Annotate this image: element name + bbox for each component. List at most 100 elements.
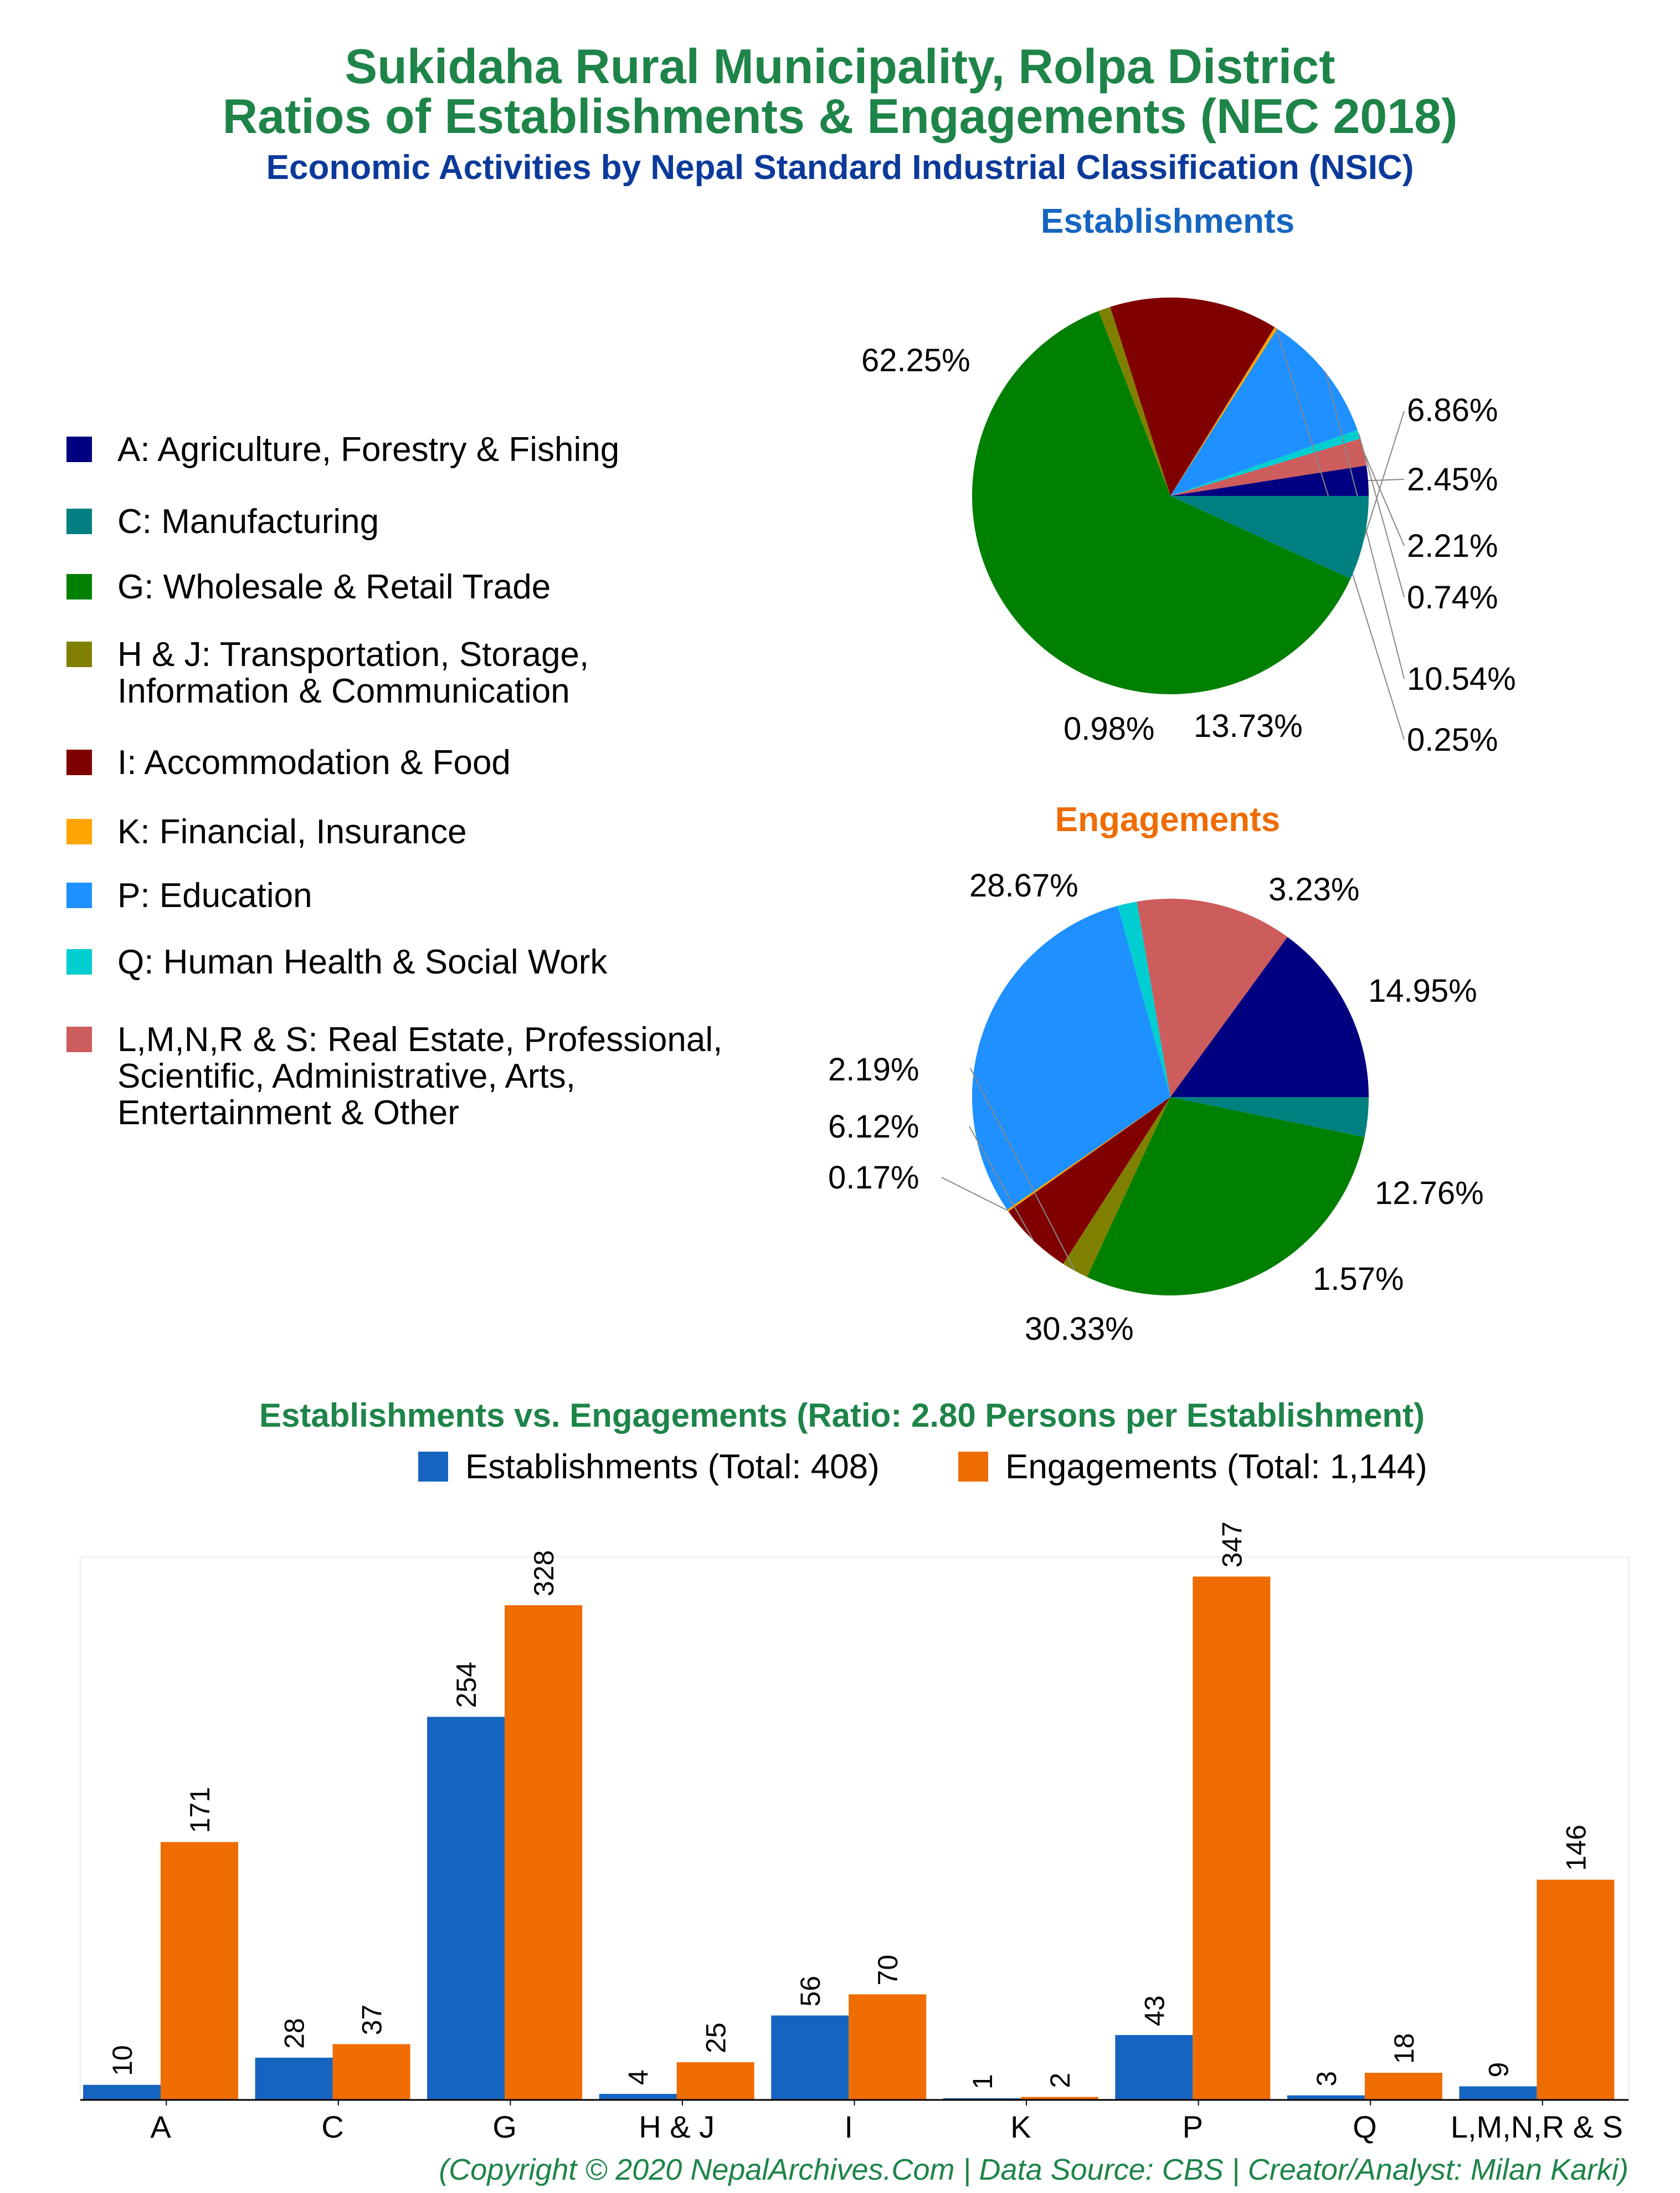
x-tick-label: P (1183, 2109, 1203, 2144)
bar-value-label: 25 (701, 2022, 732, 2053)
bar-engagements (1364, 2073, 1442, 2100)
establishments-pie: Establishments 2.45% 2.21% 0.74% 10.54% 0.25%… (861, 202, 1516, 758)
pie-slice (1170, 937, 1369, 1097)
legend-item-label: A: Agriculture, Forestry & Fishing (117, 431, 619, 469)
legend-swatch-engagements (958, 1452, 988, 1482)
bar-establishments (1459, 2086, 1537, 2100)
pie-slice (1170, 465, 1369, 496)
pie-slice (1137, 899, 1288, 1097)
pie-slice (1008, 1097, 1170, 1264)
pie-percent-label: 3.23% (1268, 872, 1359, 908)
pie-slice (1170, 1097, 1369, 1138)
pie-percent-label: 62.25% (861, 342, 970, 378)
legend-item-label: I: Accommodation & Food (117, 744, 511, 782)
bar-value-label: 328 (528, 1550, 559, 1596)
chart-title-line1: Sukidaha Rural Municipality, Rolpa Distr… (345, 39, 1335, 94)
bar-value-label: 4 (623, 2069, 654, 2085)
x-tick-label: Q (1353, 2109, 1377, 2144)
x-tick-label: H & J (639, 2109, 715, 2144)
pie-percent-label: 12.76% (1375, 1175, 1484, 1211)
bar-value-label: 70 (872, 1955, 903, 1986)
pie-percent-label: 13.73% (1194, 708, 1303, 744)
legend-swatch (66, 574, 92, 600)
pie-slice (1170, 329, 1358, 496)
legend-item-label: K: Financial, Insurance (117, 813, 467, 851)
engagements-pie: Engagements 14.95% 12.76% 1.57% 30.33% 0.17% 6… (828, 801, 1484, 1347)
legend-swatch (66, 437, 92, 462)
legend-swatch (66, 750, 92, 775)
legend-swatch (66, 883, 92, 908)
bar-value-label: 28 (279, 2018, 310, 2049)
bar-establishments (771, 2015, 849, 2100)
pie-slice (1170, 496, 1369, 579)
pie-percent-label: 0.17% (828, 1160, 919, 1196)
copyright-footer: (Copyright © 2020 NepalArchives.Com | Da… (439, 2153, 1628, 2186)
bar-value-label: 146 (1560, 1825, 1591, 1871)
legend-swatch (66, 1027, 92, 1052)
bar-engagements (1020, 2097, 1098, 2100)
bar-engagements (505, 1605, 583, 2100)
pie-leader-line (969, 1126, 1034, 1241)
bar-value-label: 254 (451, 1662, 482, 1708)
pie-slice (1117, 901, 1170, 1097)
legend-label-engagements: Engagements (Total: 1,144) (1005, 1448, 1427, 1486)
bar-establishments (255, 2057, 333, 2100)
pie-slice (1098, 306, 1170, 496)
legend-item-label: P: Education (117, 877, 312, 915)
pie-percent-label: 0.98% (1064, 711, 1154, 747)
bar-chart: Establishments vs. Engagements (Ratio: 2… (79, 1397, 1630, 2144)
x-tick-label: K (1010, 2109, 1031, 2144)
bar-engagements (1193, 1576, 1271, 2100)
bar-establishments (83, 2084, 161, 2100)
legend-item-label: L,M,N,R & S: Real Estate, Professional, S… (117, 1021, 722, 1132)
pie-leader-line (1363, 452, 1405, 546)
legend-item-label: H & J: Transportation, Storage, Informati… (117, 636, 589, 710)
pie-percent-label: 0.25% (1407, 722, 1498, 758)
pie-slice (1110, 298, 1275, 496)
pie-percent-label: 28.67% (969, 868, 1078, 904)
pie-slice (1087, 1097, 1365, 1296)
x-tick-label: G (492, 2109, 517, 2144)
pie-slice (972, 905, 1170, 1210)
pie-percent-label: 2.21% (1407, 528, 1498, 564)
bar-establishments (1287, 2095, 1365, 2100)
x-tick-label: L,M,N,R & S (1451, 2109, 1623, 2144)
pie-leader-line (1363, 411, 1405, 539)
bar-value-label: 171 (184, 1787, 215, 1833)
pie-percent-label: 2.19% (828, 1052, 919, 1088)
pie-slice (1170, 438, 1366, 496)
bar-value-label: 1 (967, 2074, 998, 2089)
legend-label-establishments: Establishments (Total: 408) (465, 1448, 880, 1486)
bar-engagements (849, 1994, 927, 2100)
bar-establishments (427, 1717, 505, 2100)
chart-subtitle: Economic Activities by Nepal Standard In… (266, 148, 1414, 187)
bar-engagements (332, 2044, 410, 2100)
bar-value-label: 9 (1483, 2062, 1514, 2078)
bar-value-label: 347 (1216, 1521, 1247, 1567)
pie-percent-label: 14.95% (1368, 973, 1477, 1009)
bar-value-label: 43 (1139, 1995, 1170, 2026)
legend-swatch (66, 819, 92, 844)
pie-leader-line (970, 1068, 1076, 1272)
bar-value-label: 56 (795, 1976, 826, 2007)
pie-slice (1007, 1097, 1170, 1212)
legend-swatch (66, 509, 92, 534)
pie-leader-line (941, 1177, 1008, 1211)
pie-percent-label: 6.12% (828, 1109, 919, 1145)
legend-item-label: C: Manufacturing (117, 503, 379, 541)
legend-swatch (66, 949, 92, 975)
legend-item-label: Q: Human Health & Social Work (117, 943, 608, 981)
bar-value-label: 18 (1389, 2033, 1420, 2064)
chart-title-line2: Ratios of Establishments & Engagements (… (222, 89, 1458, 144)
bar-value-label: 2 (1045, 2073, 1076, 2088)
bar-engagements (676, 2062, 754, 2100)
bar-value-label: 10 (107, 2045, 138, 2076)
x-tick-label: I (844, 2109, 853, 2144)
pie-leader-line (1368, 479, 1405, 481)
pie-slice (972, 311, 1351, 694)
x-tick-label: C (321, 2109, 343, 2144)
pie-percent-label: 1.57% (1313, 1261, 1404, 1297)
pie-leader-line (1358, 434, 1405, 598)
pie-percent-label: 2.45% (1407, 462, 1498, 498)
